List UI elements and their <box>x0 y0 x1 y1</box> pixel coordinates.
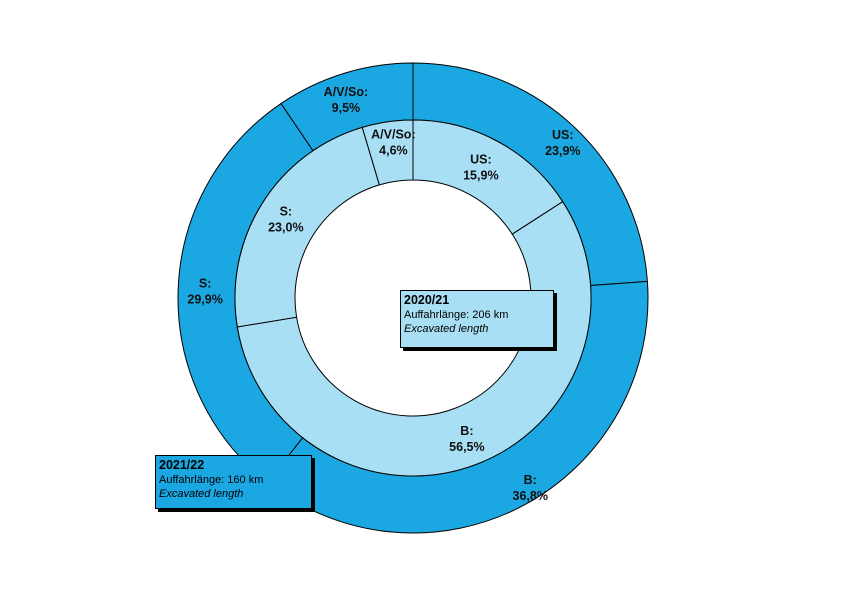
inner-ring-slice-value-0: 15,9% <box>463 168 498 182</box>
outer-ring-slice-value-0: 23,9% <box>545 144 580 158</box>
outer-ring-info-box: 2021/22 Auffahrlänge: 160 km Excavated l… <box>155 455 312 509</box>
inner-ring-length-en: Excavated length <box>404 323 489 335</box>
outer-ring-slice-name-3: A/V/So: <box>324 85 368 99</box>
inner-ring-length: Auffahrlänge: 206 km <box>404 309 509 321</box>
inner-ring-slice-name-2: S: <box>280 204 293 218</box>
inner-ring-info-box: 2020/21 Auffahrlänge: 206 km Excavated l… <box>400 290 554 348</box>
inner-ring-year: 2020/21 <box>404 293 450 307</box>
inner-ring-slice-value-2: 23,0% <box>268 220 303 234</box>
inner-ring-slice-3 <box>361 119 414 186</box>
inner-ring-slice-1 <box>236 200 592 477</box>
outer-ring-length: Auffahrlänge: 160 km <box>159 474 264 486</box>
outer-ring-slice-name-0: US: <box>552 128 574 142</box>
inner-ring-slice-value-3: 4,6% <box>379 144 408 158</box>
outer-ring-length-en: Excavated length <box>159 488 244 500</box>
outer-ring-year: 2021/22 <box>159 458 205 472</box>
outer-ring-slice-value-3: 9,5% <box>332 101 361 115</box>
inner-ring-slice-name-1: B: <box>460 424 473 438</box>
outer-ring-slice-name-2: S: <box>199 276 212 290</box>
outer-ring-slice-name-1: B: <box>524 473 537 487</box>
outer-ring-slice-value-2: 29,9% <box>187 292 222 306</box>
inner-ring-slice-name-0: US: <box>470 152 492 166</box>
inner-ring-slice-name-3: A/V/So: <box>371 128 415 142</box>
outer-ring-slice-value-1: 36,8% <box>513 489 548 503</box>
inner-ring-slice-value-1: 56,5% <box>449 440 484 454</box>
inner-ring-slice-2 <box>234 126 380 328</box>
